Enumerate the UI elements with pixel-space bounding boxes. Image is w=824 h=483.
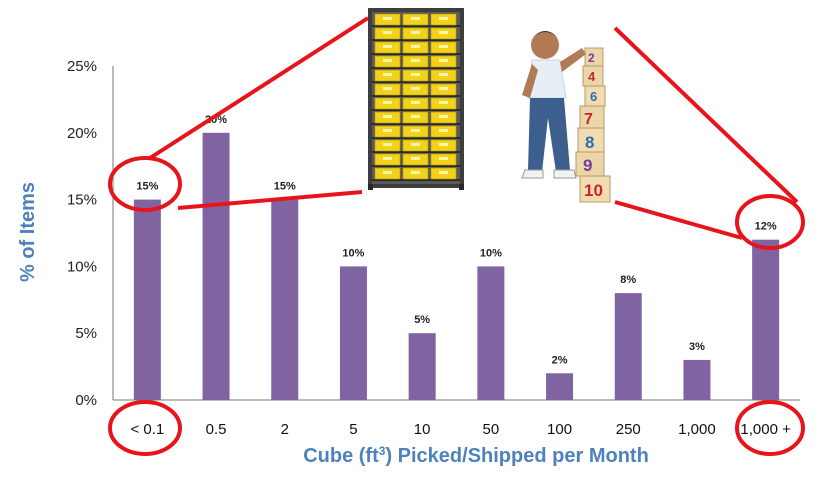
data-label: 2% bbox=[552, 354, 568, 366]
x-tick-label: 2 bbox=[281, 421, 289, 438]
x-axis-title: Cube (ft3) Picked/Shipped per Month bbox=[303, 444, 649, 467]
svg-text:10: 10 bbox=[584, 181, 603, 200]
bar bbox=[133, 199, 161, 400]
y-tick-label: 20% bbox=[67, 125, 97, 142]
data-label: 15% bbox=[136, 181, 158, 193]
svg-text:4: 4 bbox=[588, 69, 596, 84]
data-label: 12% bbox=[755, 221, 777, 233]
highlight-circle-last-category bbox=[735, 400, 805, 456]
y-tick-label: 5% bbox=[75, 325, 97, 342]
child-stacking-number-blocks-icon: 2 4 6 7 8 9 10 bbox=[521, 31, 611, 203]
data-label: 5% bbox=[414, 314, 430, 326]
x-tick-labels: < 0.1 0.5 2 5 10 50 100 250 1,000 1,000 + bbox=[130, 421, 791, 438]
data-label: 10% bbox=[342, 247, 364, 259]
highlight-circle-last-label bbox=[735, 194, 805, 250]
x-tick-label: 100 bbox=[547, 421, 572, 438]
data-label: 3% bbox=[689, 341, 705, 353]
highlight-circle-first-label bbox=[108, 156, 182, 212]
bar bbox=[614, 293, 642, 400]
svg-text:2: 2 bbox=[588, 51, 595, 65]
bar bbox=[752, 239, 780, 400]
svg-text:9: 9 bbox=[583, 156, 592, 175]
callout-line-lower-left bbox=[177, 190, 363, 210]
callout-line-upper-left bbox=[148, 16, 370, 160]
bar bbox=[477, 266, 505, 400]
data-label: 8% bbox=[620, 274, 636, 286]
x-tick-label: 10 bbox=[414, 421, 431, 438]
svg-text:8: 8 bbox=[585, 133, 594, 152]
svg-text:7: 7 bbox=[584, 111, 593, 128]
y-axis-title: % of Items bbox=[17, 182, 39, 282]
storage-bin-shelving-icon bbox=[368, 8, 464, 190]
bar bbox=[339, 266, 367, 400]
x-tick-label: 250 bbox=[616, 421, 641, 438]
data-label: 10% bbox=[480, 247, 502, 259]
bar bbox=[202, 132, 230, 401]
y-tick-labels: 0% 5% 10% 15% 20% 25% bbox=[67, 58, 97, 409]
highlight-circle-first-category bbox=[108, 400, 182, 456]
x-tick-label: 5 bbox=[349, 421, 357, 438]
callout-line-upper-right bbox=[613, 26, 799, 204]
y-tick-label: 25% bbox=[67, 58, 97, 75]
x-tick-label: 0.5 bbox=[206, 421, 227, 438]
data-label: 15% bbox=[274, 181, 296, 193]
bar bbox=[683, 359, 711, 400]
x-tick-label: 50 bbox=[483, 421, 500, 438]
x-tick-label: < 0.1 bbox=[130, 421, 164, 438]
highlight-callouts bbox=[108, 16, 805, 456]
x-tick-label: 1,000 + bbox=[740, 421, 791, 438]
y-tick-label: 10% bbox=[67, 258, 97, 275]
bar bbox=[546, 373, 574, 400]
data-labels: 15%20%15%10%5%10%2%8%3%12% bbox=[136, 114, 777, 366]
callout-line-lower-right bbox=[614, 200, 743, 240]
bar bbox=[408, 333, 436, 400]
bars bbox=[133, 132, 780, 401]
svg-text:6: 6 bbox=[590, 89, 597, 104]
x-tick-label: 1,000 bbox=[678, 421, 716, 438]
y-tick-label: 0% bbox=[75, 392, 97, 409]
bar bbox=[271, 199, 299, 400]
y-tick-label: 15% bbox=[67, 192, 97, 209]
